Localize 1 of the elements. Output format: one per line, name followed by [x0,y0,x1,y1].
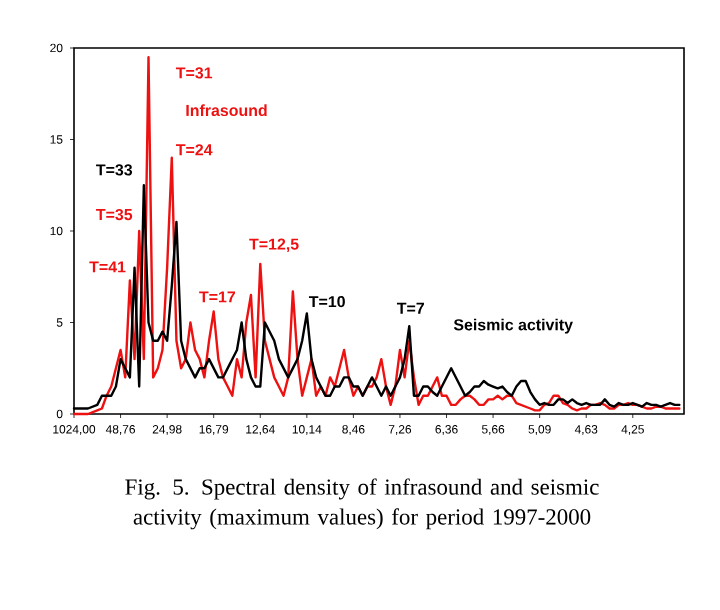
text: Fig. 5. Spectral density of infrasound and seismic activity (maximum values) for period 1997-2000 [125,478,599,530]
